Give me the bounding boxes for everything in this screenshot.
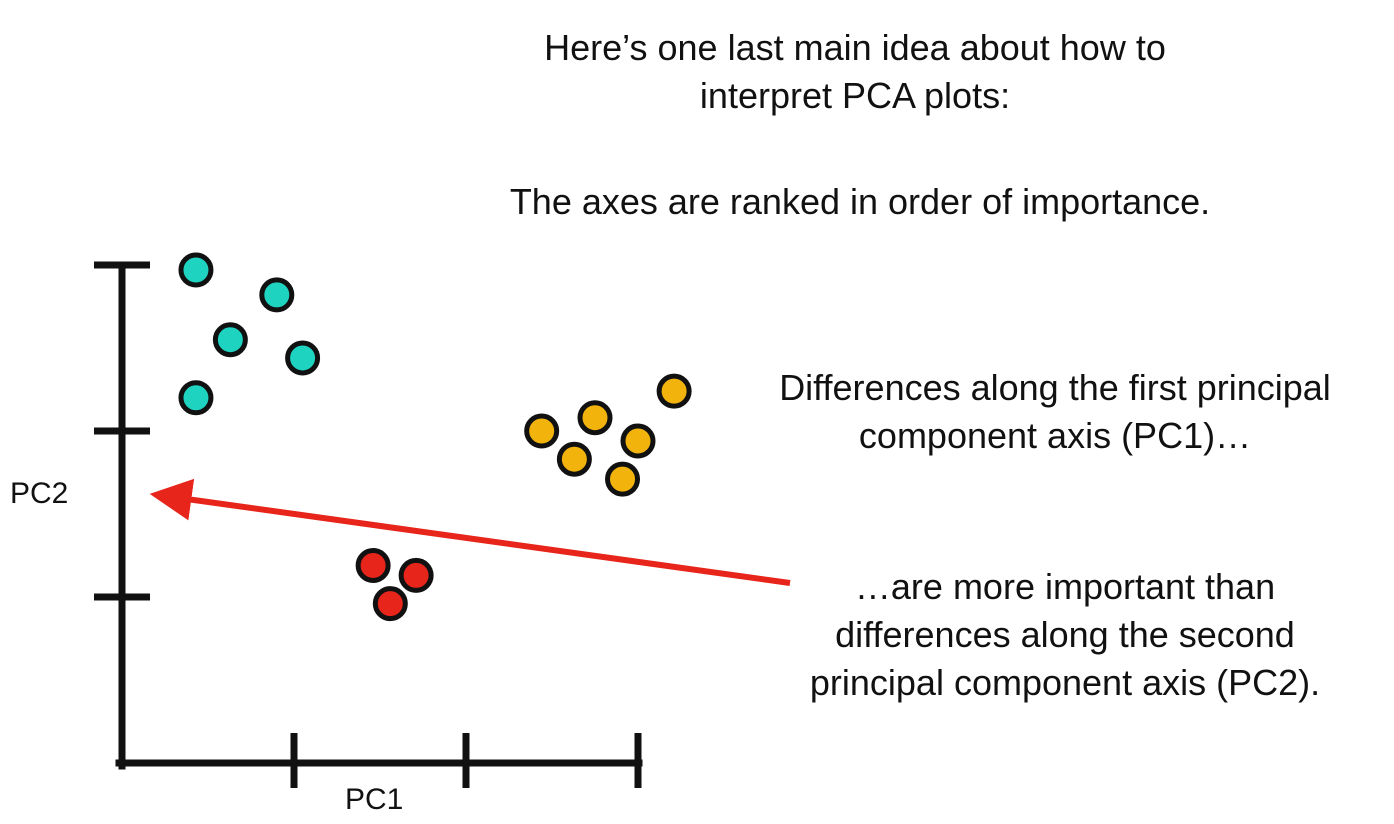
data-point: [656, 373, 692, 409]
pc2-callout: …are more important than differences alo…: [740, 563, 1390, 707]
data-point: [178, 380, 214, 416]
pc1-callout-line-1: Differences along the first principal: [779, 367, 1331, 408]
pc1-callout: Differences along the first principal co…: [720, 364, 1390, 460]
data-point: [620, 423, 656, 459]
data-point: [355, 547, 391, 583]
data-point: [178, 252, 214, 288]
slide-heading-line-1: Here’s one last main idea about how to: [544, 27, 1166, 68]
slide-heading-line-2: interpret PCA plots:: [699, 75, 1011, 116]
data-point: [556, 441, 592, 477]
callout-arrow: [149, 478, 791, 586]
slide-subheading: The axes are ranked in order of importan…: [509, 181, 1211, 222]
data-point: [285, 340, 321, 376]
data-point: [212, 322, 248, 358]
data-point: [398, 557, 434, 593]
data-points: [178, 252, 692, 622]
pc1-callout-line-2: component axis (PC1)…: [858, 415, 1252, 456]
pc2-callout-line-3: principal component axis (PC2).: [809, 662, 1321, 703]
data-point: [259, 277, 295, 313]
x-axis-label: PC1: [345, 783, 404, 816]
pc2-callout-line-2: differences along the second: [835, 614, 1295, 655]
data-point: [524, 413, 560, 449]
slide-heading: Here’s one last main idea about how to i…: [440, 24, 1270, 120]
pc2-callout-line-1: …are more important than: [854, 566, 1276, 607]
data-point: [372, 586, 408, 622]
y-axis-label: PC2: [10, 477, 69, 510]
data-point: [605, 461, 641, 497]
data-point: [577, 400, 613, 436]
axes: [94, 261, 643, 788]
